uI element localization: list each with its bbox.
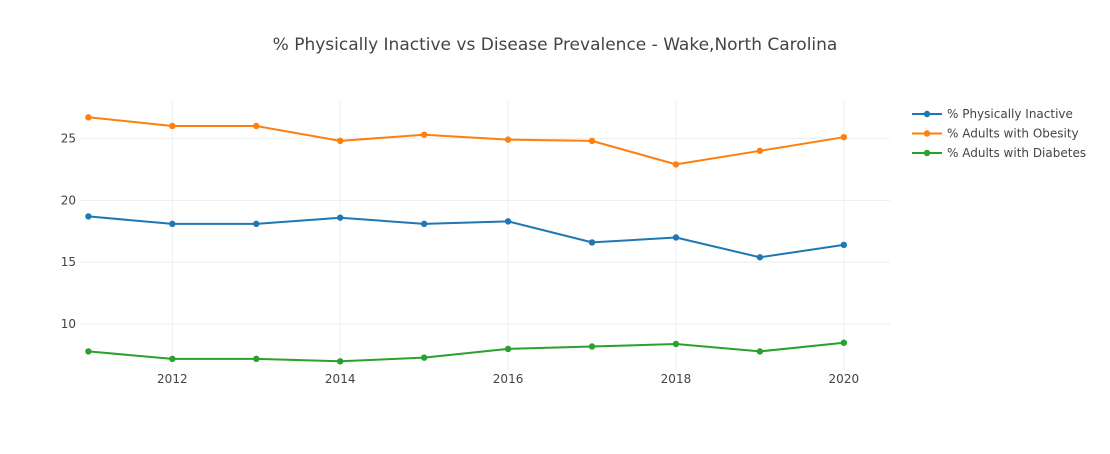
data-point[interactable] <box>337 214 344 221</box>
data-point[interactable] <box>504 136 512 143</box>
series-1 <box>85 213 848 261</box>
legend-marker-swatch <box>923 130 931 137</box>
y-tick-label: 25 <box>61 131 76 145</box>
series-layer <box>85 114 848 365</box>
y-tick-label: 15 <box>61 255 76 269</box>
legend-label: % Adults with Diabetes <box>947 146 1086 160</box>
chart-title: % Physically Inactive vs Disease Prevale… <box>273 35 838 55</box>
x-gridlines <box>171 100 845 370</box>
x-tick-label: 2018 <box>661 372 692 386</box>
legend-item[interactable]: % Adults with Obesity <box>912 127 1079 141</box>
data-point[interactable] <box>756 348 764 355</box>
data-point[interactable] <box>672 340 680 348</box>
series-2 <box>85 114 848 168</box>
series-line <box>88 341 844 363</box>
data-point[interactable] <box>420 220 428 228</box>
data-point[interactable] <box>85 348 92 355</box>
legend-item[interactable]: % Adults with Diabetes <box>912 146 1086 160</box>
data-point[interactable] <box>420 354 428 361</box>
x-tick-label: 2014 <box>325 372 356 386</box>
legend-marker-swatch <box>923 110 931 118</box>
data-point[interactable] <box>337 137 344 145</box>
series-line <box>88 116 844 166</box>
data-point[interactable] <box>840 339 848 346</box>
x-tick-label: 2012 <box>157 372 188 386</box>
series-line <box>88 215 844 259</box>
data-point[interactable] <box>85 213 92 220</box>
data-point[interactable] <box>420 131 428 138</box>
y-tick-label: 10 <box>61 317 76 331</box>
data-point[interactable] <box>337 358 344 365</box>
data-point[interactable] <box>253 220 260 228</box>
data-point[interactable] <box>253 122 260 130</box>
x-tick-label: 2020 <box>829 372 860 386</box>
data-point[interactable] <box>672 234 680 241</box>
data-point[interactable] <box>672 161 680 168</box>
data-point[interactable] <box>588 239 596 246</box>
data-point[interactable] <box>504 218 512 225</box>
data-point[interactable] <box>85 114 92 121</box>
series-3 <box>85 339 848 365</box>
y-axis-ticks: 10 15 20 25 <box>61 131 76 331</box>
data-point[interactable] <box>169 220 176 228</box>
y-tick-label: 20 <box>61 193 76 207</box>
data-point[interactable] <box>756 254 764 261</box>
data-point[interactable] <box>169 355 176 363</box>
x-tick-label: 2016 <box>493 372 524 386</box>
legend-item[interactable]: % Physically Inactive <box>912 107 1073 121</box>
data-point[interactable] <box>756 147 764 154</box>
y-gridlines <box>80 137 890 325</box>
data-point[interactable] <box>840 133 848 141</box>
legend-label: % Adults with Obesity <box>947 127 1079 141</box>
data-point[interactable] <box>588 343 596 350</box>
data-point[interactable] <box>504 345 512 353</box>
x-axis-ticks: 2012 2014 2016 2018 2020 <box>157 372 859 386</box>
legend-label: % Physically Inactive <box>947 107 1073 121</box>
data-point[interactable] <box>588 137 596 145</box>
data-point[interactable] <box>169 122 176 130</box>
data-point[interactable] <box>253 355 260 363</box>
data-point[interactable] <box>840 241 848 249</box>
legend-marker-swatch <box>923 149 931 157</box>
legend[interactable]: % Physically Inactive % Adults with Obesi… <box>912 107 1086 160</box>
